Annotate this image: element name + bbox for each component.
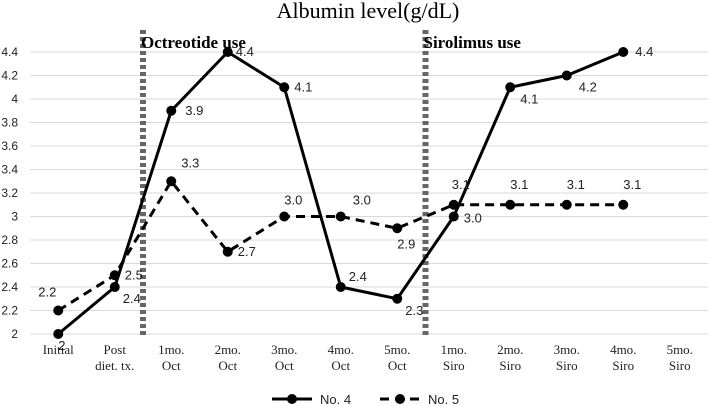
data-point	[505, 199, 516, 210]
data-label: 4.2	[579, 80, 597, 95]
x-tick-label: 2mo. Oct	[215, 342, 241, 373]
data-point	[448, 211, 459, 222]
data-point	[335, 282, 346, 292]
data-label: 4.4	[236, 44, 254, 59]
series-lines	[53, 47, 629, 339]
data-point	[166, 105, 177, 116]
legend-marker	[395, 394, 405, 404]
data-label: 3.3	[181, 155, 199, 170]
data-label: 2	[58, 338, 65, 353]
data-point	[222, 246, 233, 257]
x-tick-label: 5mo. Siro	[667, 342, 693, 373]
data-point	[392, 223, 403, 234]
series-line	[57, 179, 624, 312]
data-point	[279, 211, 290, 222]
data-point	[618, 47, 629, 57]
data-label: 2.5	[125, 267, 143, 282]
x-tick-label: 4mo. Siro	[610, 342, 636, 373]
data-label: 3.0	[353, 193, 371, 208]
x-tick-label: 3mo. Oct	[271, 342, 297, 373]
y-tick-label: 3.4	[1, 163, 18, 177]
data-point	[561, 199, 572, 210]
x-tick-label: 5mo. Oct	[384, 342, 410, 373]
series-no-5	[53, 176, 629, 316]
phase-label: Octreotide use	[141, 33, 246, 52]
data-label: 4.4	[635, 44, 653, 59]
y-tick-label: 3.2	[1, 186, 18, 200]
y-tick-label: 3	[11, 210, 18, 224]
data-label: 3.1	[510, 177, 528, 192]
data-label: 3.1	[452, 177, 470, 192]
data-point	[279, 82, 290, 93]
data-label: 3.1	[567, 177, 585, 192]
data-point	[53, 305, 64, 316]
data-point	[618, 199, 629, 210]
data-point	[448, 199, 459, 210]
y-tick-label: 2.4	[1, 280, 18, 294]
data-point	[222, 47, 233, 57]
x-tick-label: 1mo. Oct	[158, 342, 184, 373]
data-label: 2.4	[349, 269, 367, 284]
x-tick-label: Initial	[43, 342, 74, 357]
legend: No. 4 No. 5	[272, 392, 459, 406]
data-label: 2.3	[405, 303, 423, 318]
y-tick-label: 3.8	[1, 116, 18, 130]
x-tick-label: Post diet. tx.	[95, 342, 134, 373]
x-tick-label: 3mo. Siro	[554, 342, 580, 373]
x-tick-label: 4mo. Oct	[328, 342, 354, 373]
phase-label: Sirolimus use	[424, 33, 522, 52]
data-point	[561, 70, 572, 81]
x-tick-label: 2mo. Siro	[497, 342, 523, 373]
data-label: 3.0	[464, 211, 482, 226]
data-label: 4.1	[520, 91, 538, 106]
y-tick-label: 3.6	[1, 139, 18, 153]
data-point	[109, 270, 120, 281]
data-label: 3.9	[185, 103, 203, 118]
data-point	[53, 329, 64, 339]
series-no-4	[53, 47, 629, 339]
y-tick-label: 2.8	[1, 233, 18, 247]
data-point	[505, 82, 516, 93]
y-tick-label: 2.6	[1, 257, 18, 271]
legend-marker	[287, 394, 297, 404]
data-point	[392, 293, 403, 304]
data-label: 4.1	[294, 79, 312, 94]
data-label: 2.7	[238, 244, 256, 259]
data-label: 2.2	[38, 285, 56, 300]
data-label: 2.9	[397, 236, 415, 251]
x-tick-label: 1mo. Siro	[441, 342, 467, 373]
data-point	[166, 176, 177, 187]
data-point	[109, 282, 120, 292]
y-tick-label: 4	[11, 92, 18, 106]
y-tick-label: 4.2	[1, 69, 18, 83]
data-point	[335, 211, 346, 222]
x-axis: Initial Post diet. tx. 1mo. Oct 2mo. Oct 3mo. Oc…	[43, 342, 693, 373]
y-tick-label: 4.4	[1, 45, 18, 59]
data-label: 2.4	[123, 291, 141, 306]
phase-markers: Octreotide use Sirolimus use	[140, 30, 522, 338]
y-axis: 2 2.2 2.4 2.6 2.8 3 3.2 3.4 3.6 3.8 4 4.2 4.4	[1, 45, 18, 341]
chart-title: Albumin level(g/dL)	[277, 0, 460, 23]
y-tick-label: 2.2	[1, 304, 18, 318]
legend-label: No. 5	[428, 392, 459, 406]
y-tick-label: 2	[11, 327, 18, 341]
data-label: 3.0	[284, 193, 302, 208]
data-labels: 2 2.4 3.9 4.4 4.1 2.4 2.3 3.0 4.1 4.2 4.4 2.2 2.5 3.3…	[38, 44, 653, 353]
legend-label: No. 4	[320, 392, 351, 406]
data-label: 3.1	[623, 177, 641, 192]
